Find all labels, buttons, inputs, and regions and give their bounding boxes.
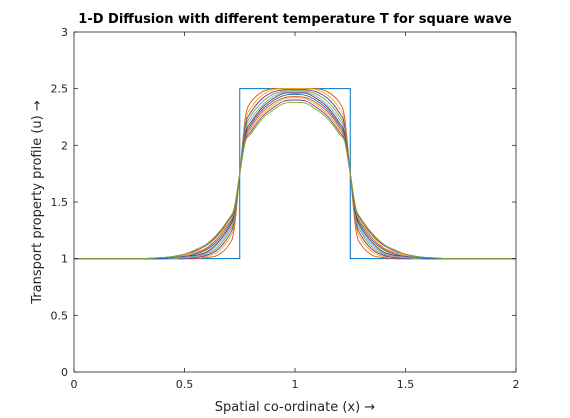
x-tick-label: 0 xyxy=(71,378,78,391)
y-tick-label: 1.5 xyxy=(51,196,69,209)
y-tick-label: 2.5 xyxy=(51,83,69,96)
y-tick-label: 2 xyxy=(61,139,68,152)
series-line-9 xyxy=(74,97,516,260)
x-axis-label: Spatial co-ordinate (x) → xyxy=(215,400,376,415)
y-axis-label: Transport property profile (u) → xyxy=(30,100,45,305)
series-line-5 xyxy=(74,91,516,260)
y-tick-label: 1 xyxy=(61,253,68,266)
series-line-7 xyxy=(74,93,516,260)
series-layer xyxy=(74,87,516,260)
x-tick-label: 1.5 xyxy=(397,378,415,391)
x-tick-label: 0.5 xyxy=(176,378,194,391)
y-tick-label: 3 xyxy=(61,26,68,39)
series-line-3 xyxy=(74,89,516,260)
y-axis-ticks: 0 0.5 1 1.5 2 2.5 3 xyxy=(51,26,516,379)
y-tick-label: 0.5 xyxy=(51,309,69,322)
y-tick-label: 0 xyxy=(61,366,68,379)
plot-area xyxy=(74,32,516,372)
series-line-11 xyxy=(74,101,516,260)
chart-title: 1-D Diffusion with different temperature… xyxy=(78,12,512,27)
x-axis-ticks: 0 0.5 1 1.5 2 xyxy=(71,32,520,391)
x-tick-label: 1 xyxy=(292,378,299,391)
x-tick-label: 2 xyxy=(513,378,520,391)
